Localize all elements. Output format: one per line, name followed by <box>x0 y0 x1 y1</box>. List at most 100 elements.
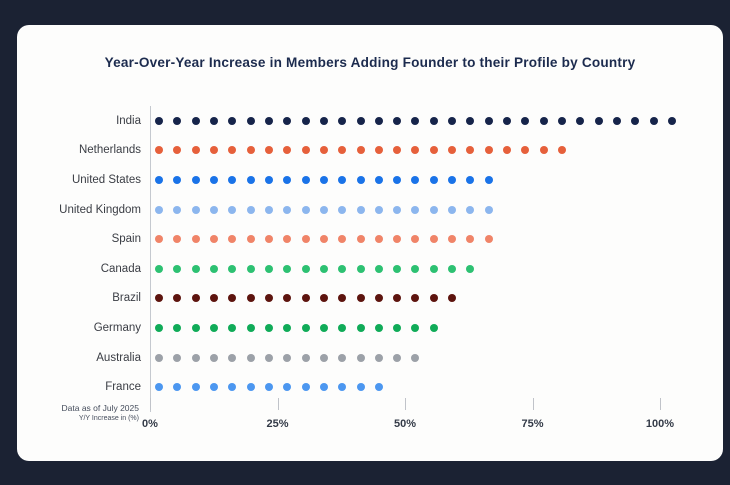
data-dot <box>301 323 310 332</box>
dot-track <box>150 224 715 254</box>
data-dot <box>264 116 273 125</box>
data-dot <box>173 294 182 303</box>
data-dot <box>411 353 420 362</box>
data-dot <box>264 353 273 362</box>
data-dot <box>429 175 438 184</box>
data-dot <box>155 264 163 273</box>
data-dot <box>319 353 328 362</box>
data-dot <box>228 323 237 332</box>
data-dot <box>429 323 438 332</box>
data-dot <box>466 116 475 125</box>
data-dot <box>319 323 328 332</box>
data-dot <box>209 116 218 125</box>
data-dot <box>191 264 200 273</box>
data-dot <box>209 264 218 273</box>
data-dot <box>338 146 347 155</box>
data-dot <box>209 323 218 332</box>
dot-track <box>150 284 715 314</box>
data-dot <box>264 146 273 155</box>
data-dot <box>374 353 383 362</box>
data-dot <box>576 116 585 125</box>
data-dot <box>155 205 163 214</box>
data-dot <box>558 116 567 125</box>
data-dot <box>283 353 292 362</box>
data-dot <box>319 383 328 392</box>
data-dot <box>301 264 310 273</box>
data-dot <box>411 323 420 332</box>
data-dot <box>356 205 365 214</box>
data-dot <box>155 235 163 244</box>
data-dot <box>448 294 457 303</box>
data-dot <box>374 383 383 392</box>
data-dot <box>521 146 530 155</box>
data-dot <box>209 235 218 244</box>
data-dot <box>338 323 347 332</box>
data-dot <box>338 264 347 273</box>
data-dot <box>283 235 292 244</box>
data-dot <box>466 264 475 273</box>
data-dot <box>301 353 310 362</box>
data-dot <box>558 146 567 155</box>
data-dot <box>338 353 347 362</box>
data-dot <box>191 235 200 244</box>
chart-row-india: India <box>25 106 715 136</box>
data-dot <box>374 323 383 332</box>
data-dot <box>191 383 200 392</box>
data-dot <box>246 205 255 214</box>
data-dot <box>631 116 640 125</box>
data-dot <box>338 205 347 214</box>
chart-footnote: Data as of July 2025 Y/Y Increase in (%) <box>25 403 140 422</box>
data-dot <box>374 116 383 125</box>
country-label: Germany <box>93 321 141 334</box>
data-dot <box>155 353 163 362</box>
data-dot <box>155 116 163 125</box>
data-dot <box>155 294 163 303</box>
x-axis-tick-label: 25% <box>266 418 289 430</box>
data-dot <box>155 383 163 392</box>
dot-track <box>150 372 715 402</box>
country-label: Netherlands <box>78 144 141 157</box>
data-dot <box>429 294 438 303</box>
data-dot <box>411 146 420 155</box>
x-axis-tick-label: 100% <box>645 418 675 430</box>
data-dot <box>429 205 438 214</box>
data-dot <box>209 353 218 362</box>
data-dot <box>448 146 457 155</box>
data-dot <box>173 264 182 273</box>
data-dot <box>173 353 182 362</box>
data-dot <box>393 116 402 125</box>
data-dot <box>319 146 328 155</box>
data-dot <box>338 235 347 244</box>
data-dot <box>338 383 347 392</box>
data-dot <box>191 353 200 362</box>
data-dot <box>246 146 255 155</box>
dot-track <box>150 106 715 136</box>
data-dot <box>374 235 383 244</box>
chart-row-canada: Canada <box>25 254 715 284</box>
x-axis-tick <box>405 398 406 410</box>
data-dot <box>191 205 200 214</box>
chart-row-united-kingdom: United Kingdom <box>25 195 715 225</box>
country-label: India <box>116 114 141 127</box>
data-dot <box>338 175 347 184</box>
country-label: Australia <box>96 351 141 364</box>
data-dot <box>155 146 163 155</box>
dot-track <box>150 313 715 343</box>
data-dot <box>173 235 182 244</box>
data-dot <box>411 294 420 303</box>
x-axis-tick <box>532 398 534 410</box>
data-dot <box>411 175 420 184</box>
country-label: United States <box>71 173 141 186</box>
data-dot <box>338 294 347 303</box>
data-dot <box>283 205 292 214</box>
data-dot <box>356 235 365 244</box>
data-dot <box>356 353 365 362</box>
data-dot <box>411 205 420 214</box>
data-dot <box>301 116 310 125</box>
data-dot <box>484 205 493 214</box>
chart-row-france: France <box>25 372 715 402</box>
x-axis-tick-label: 75% <box>521 418 544 430</box>
data-dot <box>319 175 328 184</box>
country-label: France <box>105 381 141 394</box>
data-dot <box>228 383 237 392</box>
